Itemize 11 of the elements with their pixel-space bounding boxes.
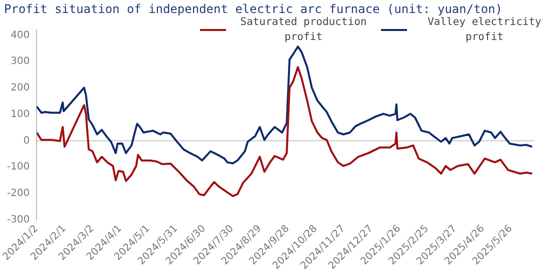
chart-title: Profit situation of independent electric arc furnace (unit: yuan/ton) xyxy=(4,2,502,16)
y-tick-label: 0 xyxy=(23,135,30,146)
y-tick-label: -100 xyxy=(6,162,30,173)
y-tick-label: -200 xyxy=(6,188,30,199)
y-tick-label: -300 xyxy=(6,214,30,226)
y-tick-label: 300 xyxy=(10,56,30,68)
y-tick-label: 400 xyxy=(10,30,30,41)
legend-label: Saturated production profit xyxy=(239,15,368,45)
legend-label: Valley electricity profit xyxy=(426,16,542,45)
y-tick-label: 200 xyxy=(10,82,30,94)
y-tick-label: 100 xyxy=(10,108,30,120)
